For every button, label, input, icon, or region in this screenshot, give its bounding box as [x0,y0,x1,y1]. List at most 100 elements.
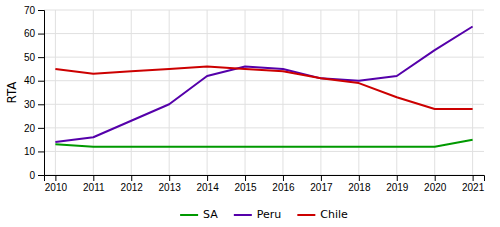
x-tick: 2018 [348,175,371,193]
y-tick-mark [38,175,44,176]
x-tick: 2010 [45,175,68,193]
grid-line-x [358,10,359,175]
y-axis: 0 10 20 30 40 50 60 70 [24,5,45,181]
legend-swatch [234,214,252,216]
x-tick-label: 2019 [386,182,409,193]
x-tick-mark [473,175,474,181]
x-tick-mark [55,175,56,181]
x-tick: 2016 [272,175,295,193]
x-tick-mark [169,175,170,181]
x-tick-mark [359,175,360,181]
legend-item: SA [180,208,218,221]
y-tick-mark [38,57,44,58]
x-tick-mark [397,175,398,181]
grid-line-y [44,10,484,11]
x-axis-line [45,176,485,182]
x-tick: 2015 [234,175,257,193]
x-tick-label: 2016 [272,182,295,193]
y-tick-mark [38,10,44,11]
x-tick-mark [283,175,284,181]
y-tick-mark [38,81,44,82]
plot: 2010201120122013201420152016201720182019… [24,5,485,193]
grid-line-x [396,10,397,175]
x-tick-label: 2018 [348,182,371,193]
x-tick: 2019 [386,175,409,193]
x-tick-mark [93,175,94,181]
x-tick-label: 2010 [45,182,68,193]
series-line [55,27,472,143]
series-line [55,140,472,147]
x-tick-mark [321,175,322,181]
grid-line-x [320,10,321,175]
grid-line-y [44,127,484,128]
legend-swatch [297,214,315,216]
y-tick-mark [38,128,44,129]
grid-line-x [282,10,283,175]
x-tick-label: 2015 [234,182,257,193]
legend: SA Peru Chile [180,208,348,221]
y-tick-mark [38,34,44,35]
x-tick: 2021 [462,175,485,193]
y-tick-label: 50 [24,52,36,63]
x-tick: 2020 [424,175,447,193]
x-tick-mark [207,175,208,181]
chart: 2010201120122013201420152016201720182019… [0,0,500,227]
lines [55,27,472,147]
y-tick-label: 60 [24,28,36,39]
x-tick-label: 2013 [159,182,182,193]
y-tick-label: 30 [24,99,36,110]
grid-line-y [44,33,484,34]
legend-label: Chile [320,208,348,221]
legend-item: Chile [297,208,348,221]
legend-item: Peru [234,208,282,221]
y-tick: 40 [24,75,44,86]
x-tick-mark [245,175,246,181]
grid-line-x [93,10,94,175]
y-tick-mark [38,151,44,152]
grid-line-x [131,10,132,175]
grid-line-x [434,10,435,175]
y-tick: 30 [24,99,44,110]
x-tick-mark [131,175,132,181]
y-tick-label: 10 [24,146,36,157]
y-tick-label: 70 [24,5,36,16]
y-axis-line [38,11,45,176]
y-tick: 10 [24,146,44,157]
y-tick: 60 [24,28,44,39]
x-tick-label: 2012 [121,182,144,193]
grid-line-y [44,57,484,58]
x-tick-mark [435,175,436,181]
x-tick: 2011 [83,175,105,193]
y-tick: 50 [24,52,44,63]
y-tick-label: 20 [24,123,36,134]
legend-label: Peru [257,208,282,221]
grid-line-y [44,151,484,152]
x-tick-label: 2011 [83,182,105,193]
y-tick-label: 0 [29,170,35,181]
x-tick: 2017 [310,175,333,193]
x-tick-label: 2017 [310,182,333,193]
grid [44,10,484,175]
legend-label: SA [203,208,218,221]
grid-line-y [44,80,484,81]
y-tick: 20 [24,123,44,134]
x-tick-label: 2020 [424,182,447,193]
x-tick: 2012 [121,175,144,193]
x-tick-label: 2021 [462,182,485,193]
grid-line-x [169,10,170,175]
y-tick-mark [38,104,44,105]
y-tick: 0 [29,170,44,181]
grid-line-x [245,10,246,175]
y-tick-label: 40 [24,75,36,86]
x-tick: 2014 [196,175,219,193]
legend-swatch [180,214,198,216]
grid-line-x [472,10,473,175]
x-tick: 2013 [159,175,182,193]
grid-line-x [207,10,208,175]
x-axis: 2010 2011 2012 2013 2014 2015 2016 2017 2018 2019… [45,175,485,193]
grid-line-x [55,10,56,175]
series-line [55,67,472,109]
x-tick-label: 2014 [196,182,219,193]
y-tick: 70 [24,5,44,16]
y-axis-title: RTA [5,81,19,104]
